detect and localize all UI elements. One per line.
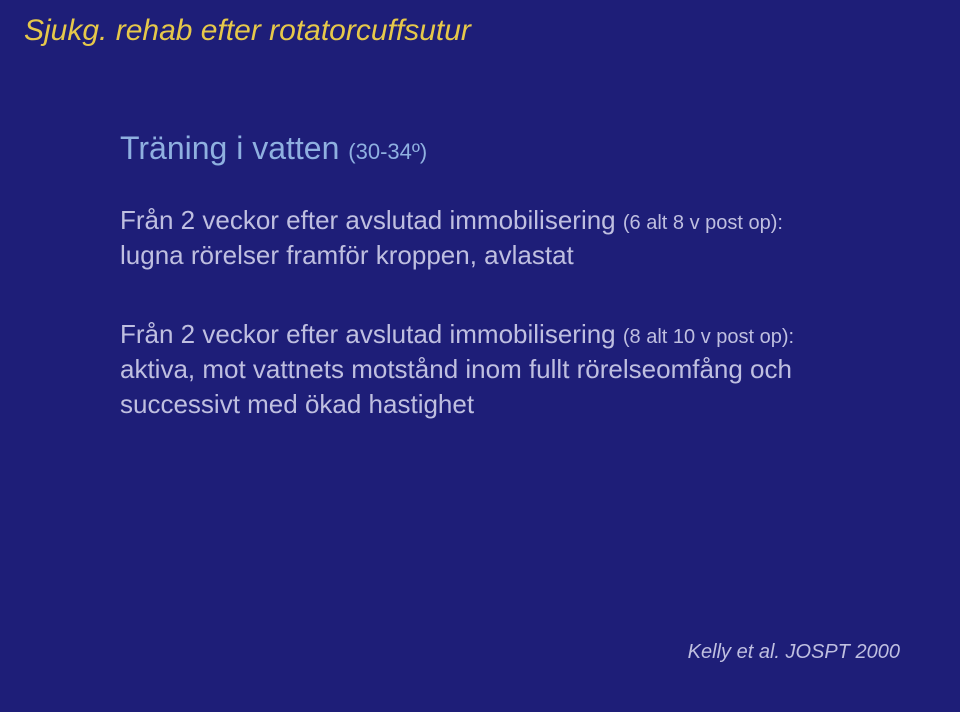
p2-lead: Från 2 veckor efter avslutad immobiliser… [120,319,623,349]
p1-lead: Från 2 veckor efter avslutad immobiliser… [120,205,623,235]
p2-rest: aktiva, mot vattnets motstånd inom fullt… [120,354,792,419]
citation: Kelly et al. JOSPT 2000 [688,641,900,664]
paragraph-1: Från 2 veckor efter avslutad immobiliser… [120,203,880,273]
heading-main: Träning i vatten [120,130,348,166]
slide-title: Sjukg. rehab efter rotatorcuffsutur [24,14,471,48]
content-area: Träning i vatten (30-34º) Från 2 veckor … [120,130,880,466]
paragraph-2: Från 2 veckor efter avslutad immobiliser… [120,317,880,422]
section-heading: Träning i vatten (30-34º) [120,130,880,167]
p2-small: (8 alt 10 v post op): [623,326,794,348]
p1-small: (6 alt 8 v post op): [623,212,783,234]
heading-small: (30-34º) [348,139,427,164]
p1-rest: lugna rörelser framför kroppen, avlastat [120,240,574,270]
